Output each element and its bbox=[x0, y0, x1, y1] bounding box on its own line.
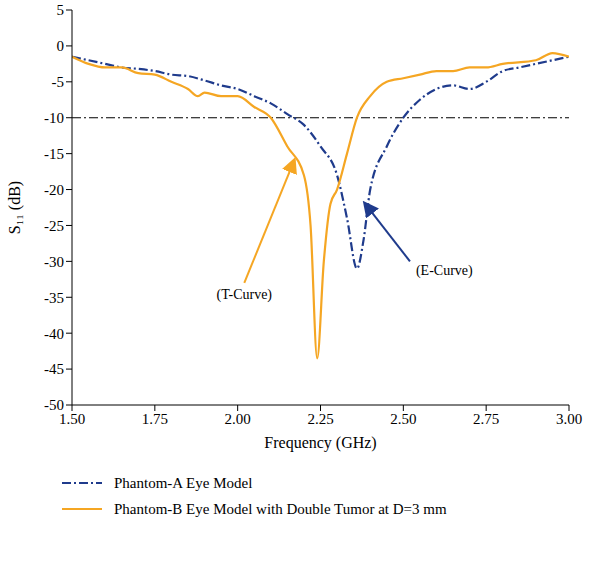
svg-text:-20: -20 bbox=[44, 182, 64, 198]
svg-text:(T-Curve): (T-Curve) bbox=[217, 287, 273, 303]
svg-text:-45: -45 bbox=[44, 361, 64, 377]
svg-text:-10: -10 bbox=[44, 110, 64, 126]
svg-text:-30: -30 bbox=[44, 254, 64, 270]
svg-text:2.50: 2.50 bbox=[390, 411, 416, 427]
svg-text:1.75: 1.75 bbox=[142, 411, 168, 427]
svg-text:-35: -35 bbox=[44, 290, 64, 306]
svg-text:3.00: 3.00 bbox=[556, 411, 582, 427]
svg-text:Frequency (GHz): Frequency (GHz) bbox=[264, 434, 376, 452]
svg-text:S₁₁ (dB): S₁₁ (dB) bbox=[6, 181, 24, 234]
svg-text:2.25: 2.25 bbox=[307, 411, 333, 427]
svg-text:-50: -50 bbox=[44, 397, 64, 413]
svg-text:0: 0 bbox=[57, 38, 65, 54]
html-text:Phantom-A Eye Model: Phantom-A Eye Model bbox=[114, 474, 253, 491]
svg-text:2.75: 2.75 bbox=[473, 411, 499, 427]
svg-text:1.50: 1.50 bbox=[58, 410, 86, 427]
html-text:Phantom-B Eye Model with Doubl: Phantom-B Eye Model with Double Tumor at… bbox=[114, 500, 447, 517]
svg-text:-25: -25 bbox=[44, 218, 64, 234]
svg-text:-15: -15 bbox=[44, 146, 64, 162]
svg-text:-40: -40 bbox=[44, 326, 64, 342]
svg-text:5: 5 bbox=[57, 2, 65, 18]
svg-text:2.00: 2.00 bbox=[225, 411, 251, 427]
svg-text:-5: -5 bbox=[52, 74, 65, 90]
svg-text:(E-Curve): (E-Curve) bbox=[416, 263, 473, 279]
